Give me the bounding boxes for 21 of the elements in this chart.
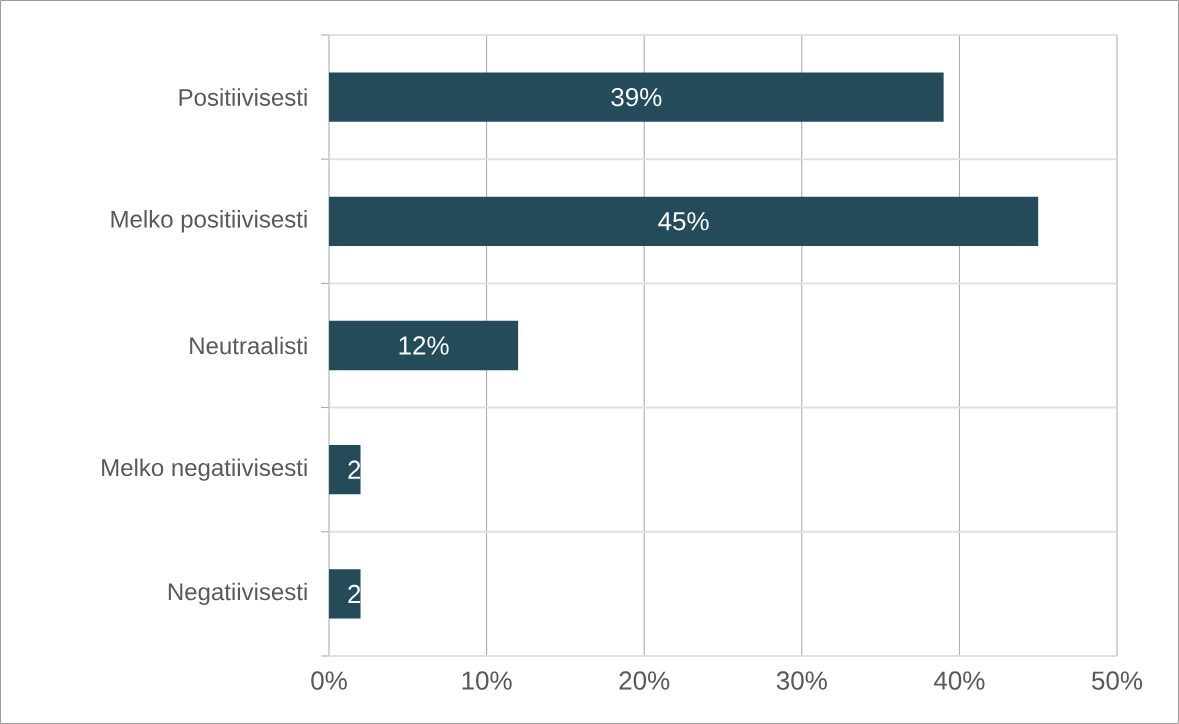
- x-tick-label: 20%: [619, 671, 670, 690]
- y-tick-label: Melko positiivisesti: [111, 210, 307, 233]
- x-tick-label: 30%: [776, 671, 827, 690]
- bar: [329, 72, 944, 122]
- x-tick-label: 0%: [311, 671, 347, 690]
- data-label: 45%: [658, 212, 709, 231]
- bar: [329, 569, 361, 619]
- bar: [329, 445, 361, 495]
- bar: [329, 320, 519, 371]
- bar: [329, 196, 1039, 246]
- y-tick-label: Positiivisesti: [179, 88, 307, 106]
- y-tick-label: Negatiivisesti: [168, 582, 307, 606]
- y-tick-label: Neutraalisti: [190, 336, 307, 355]
- data-label: 12%: [399, 336, 449, 355]
- x-tick-label: 40%: [933, 671, 985, 690]
- data-label: 2: [348, 584, 361, 603]
- data-label: 2: [348, 460, 361, 479]
- data-label: 39%: [611, 87, 662, 107]
- x-tick-label: 10%: [462, 671, 512, 690]
- y-tick-label: Melko negatiivisesti: [102, 458, 307, 481]
- x-tick-label: 50%: [1092, 671, 1143, 690]
